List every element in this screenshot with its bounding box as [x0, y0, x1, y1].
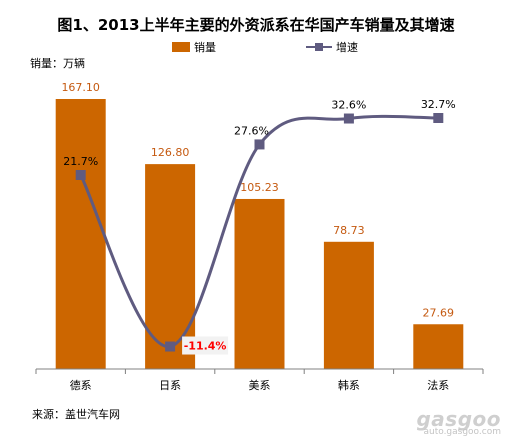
growth-marker-4: [433, 113, 444, 123]
growth-marker-0: [75, 170, 86, 180]
x-tick-label-0: 德系: [70, 378, 92, 392]
growth-labels: 21.7% -11.4% 27.6% 32.6% 32.7%: [63, 98, 456, 355]
growth-label-4: 32.7%: [421, 98, 456, 111]
x-tick-label-2: 美系: [249, 379, 271, 392]
x-tick-labels: 德系 日系 美系 韩系 法系: [70, 378, 450, 392]
growth-markers: [75, 113, 444, 352]
source-note: 来源：盖世汽车网: [32, 407, 120, 421]
watermark: gasgoo auto.gasgoo.com: [405, 403, 505, 437]
bar-1: [145, 164, 196, 369]
x-tick-label-4: 法系: [427, 378, 449, 392]
watermark-url: auto.gasgoo.com: [423, 427, 501, 437]
bar-label-4: 27.69: [423, 306, 455, 319]
x-tick-label-3: 韩系: [338, 378, 360, 392]
x-ticks: [35, 369, 484, 374]
x-tick-label-1: 日系: [159, 379, 181, 392]
bar-4: [413, 324, 464, 369]
legend-marker-growth: [315, 43, 323, 51]
growth-label-2: 27.6%: [234, 124, 269, 137]
growth-label-1: -11.4%: [184, 340, 227, 353]
growth-label-0: 21.7%: [63, 155, 98, 168]
growth-marker-2: [254, 139, 265, 150]
bar-3: [323, 241, 374, 369]
growth-marker-1: [165, 341, 176, 352]
bar-2: [234, 198, 285, 369]
growth-marker-3: [343, 113, 354, 124]
y-axis-unit-label: 销量：万辆: [30, 56, 85, 70]
bar-label-2: 105.23: [240, 181, 279, 194]
legend-label-growth: 增速: [336, 40, 358, 54]
legend-label-sales: 销量: [194, 40, 216, 54]
growth-line: [79, 114, 439, 349]
bars: [55, 99, 464, 369]
bar-label-1: 126.80: [151, 146, 190, 159]
legend: 销量 增速: [172, 40, 358, 54]
growth-label-3: 32.6%: [331, 99, 366, 112]
legend-swatch-sales: [172, 42, 190, 52]
bar-labels: 167.10 126.80 105.23 78.73 27.69: [61, 81, 454, 319]
bar-label-0: 167.10: [61, 81, 100, 94]
watermark-logo: gasgoo: [416, 407, 501, 431]
bar-label-3: 78.73: [333, 224, 365, 237]
growth-label-bg-1: [182, 336, 229, 355]
chart-title: 图1、2013上半年主要的外资派系在华国产车销量及其增速: [57, 16, 454, 34]
bar-0: [55, 99, 106, 369]
